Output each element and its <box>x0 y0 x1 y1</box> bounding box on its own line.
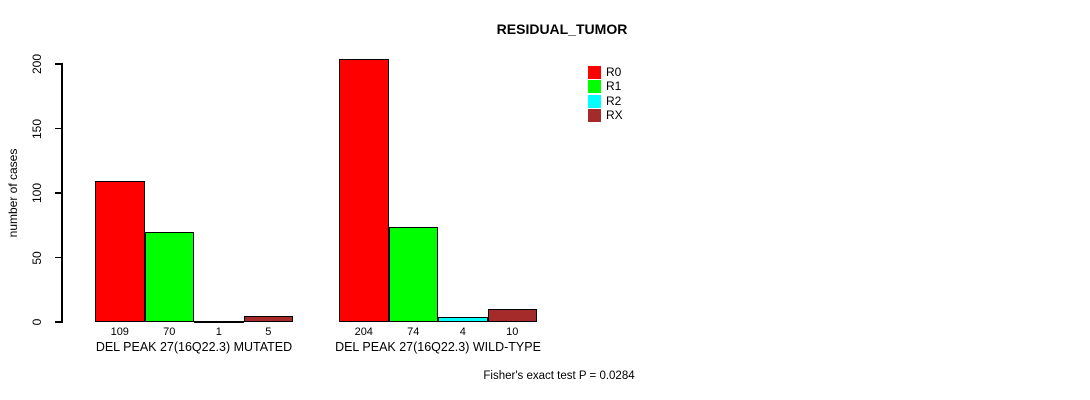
legend-label-r0: R0 <box>606 65 622 79</box>
bar-value-label: 74 <box>407 326 420 338</box>
chart-title: RESIDUAL_TUMOR <box>496 21 628 37</box>
y-axis-tick <box>55 63 62 65</box>
bar-r2-group1 <box>194 320 244 323</box>
legend-label-r2: R2 <box>606 93 622 108</box>
y-axis-tick-label: 0 <box>30 318 44 326</box>
legend-swatch-rx-icon <box>588 108 601 122</box>
bar-r2-group2 <box>438 316 488 322</box>
bar-r0-group1 <box>95 181 145 322</box>
bar-rx-group2 <box>487 309 537 322</box>
legend: R0 R1 R2 RX <box>588 66 623 122</box>
y-axis-tick-label: 150 <box>30 118 44 139</box>
bar-value-label: 5 <box>265 326 272 338</box>
legend-swatch-r1-icon <box>588 80 601 94</box>
legend-swatch-r2-icon <box>588 94 601 108</box>
legend-swatch-r0-icon <box>588 66 601 79</box>
bar-value-label: 10 <box>506 326 519 338</box>
y-axis-tick-label: 200 <box>30 53 44 75</box>
legend-item-r2: R2 <box>588 93 623 108</box>
bar-r1-group1 <box>144 231 194 322</box>
bar-r1-group2 <box>388 226 438 322</box>
legend-label-r1: R1 <box>606 79 622 94</box>
legend-label-rx: RX <box>606 107 623 122</box>
bar-rx-group1 <box>243 315 293 322</box>
y-axis-tick-label: 50 <box>30 250 44 265</box>
x-group-label: DEL PEAK 27(16Q22.3) MUTATED <box>95 340 293 354</box>
x-group-label: DEL PEAK 27(16Q22.3) WILD-TYPE <box>335 340 541 354</box>
legend-item-r0: R0 <box>588 66 623 79</box>
bar-r0-group2 <box>339 58 389 322</box>
bar-value-label: 204 <box>354 326 373 338</box>
bar-value-label: 70 <box>163 326 176 338</box>
legend-item-rx: RX <box>588 107 623 122</box>
legend-item-r1: R1 <box>588 79 623 94</box>
y-axis-tick <box>55 127 62 130</box>
bar-value-label: 109 <box>110 326 129 338</box>
y-axis-tick <box>55 192 62 194</box>
y-axis-tick-label: 100 <box>30 182 44 204</box>
y-axis-tick <box>55 321 62 323</box>
bar-value-label: 4 <box>459 326 466 338</box>
annotation-text: Fisher's exact test P = 0.0284 <box>483 370 635 382</box>
y-axis-tick <box>55 256 62 259</box>
bar-value-label: 1 <box>215 326 222 338</box>
